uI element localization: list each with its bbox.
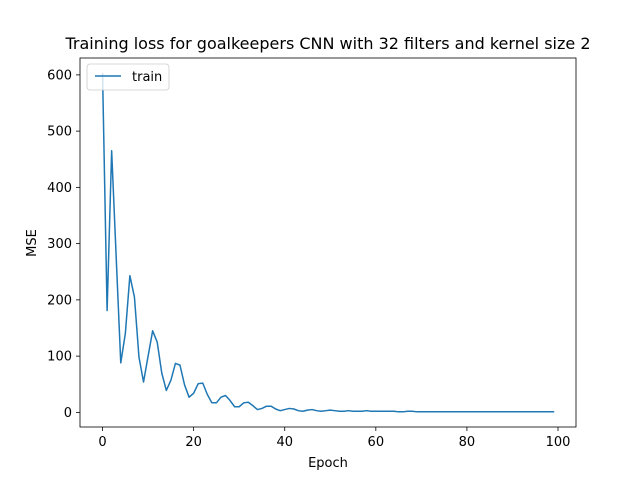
x-tick-label: 20: [185, 435, 202, 450]
y-tick-label: 400: [47, 181, 72, 196]
x-tick-label: 40: [276, 435, 293, 450]
y-tick-label: 0: [64, 406, 72, 421]
plot-area: [80, 58, 576, 427]
x-tick-label: 0: [98, 435, 106, 450]
y-tick-label: 300: [47, 237, 72, 252]
x-tick-label: 60: [368, 435, 385, 450]
y-tick-label: 100: [47, 350, 72, 365]
train-series-line: [101, 72, 555, 413]
legend-label-train: train: [132, 70, 162, 85]
y-tick-label: 200: [47, 293, 72, 308]
x-tick-label: 80: [459, 435, 476, 450]
legend-box: [86, 63, 170, 91]
x-tick-label: 100: [546, 435, 571, 450]
axes-frame: [79, 57, 577, 428]
legend: train: [86, 63, 170, 91]
axis-ticks: 0 20 40 60 80 100 0 100 200 300 400 500 600: [47, 68, 570, 450]
y-tick-label: 500: [47, 125, 72, 140]
x-axis-label: Epoch: [308, 456, 348, 471]
y-axis-label: MSE: [25, 229, 40, 257]
chart-title: Training loss for goalkeepers CNN with 3…: [64, 34, 590, 53]
y-tick-label: 600: [47, 68, 72, 83]
